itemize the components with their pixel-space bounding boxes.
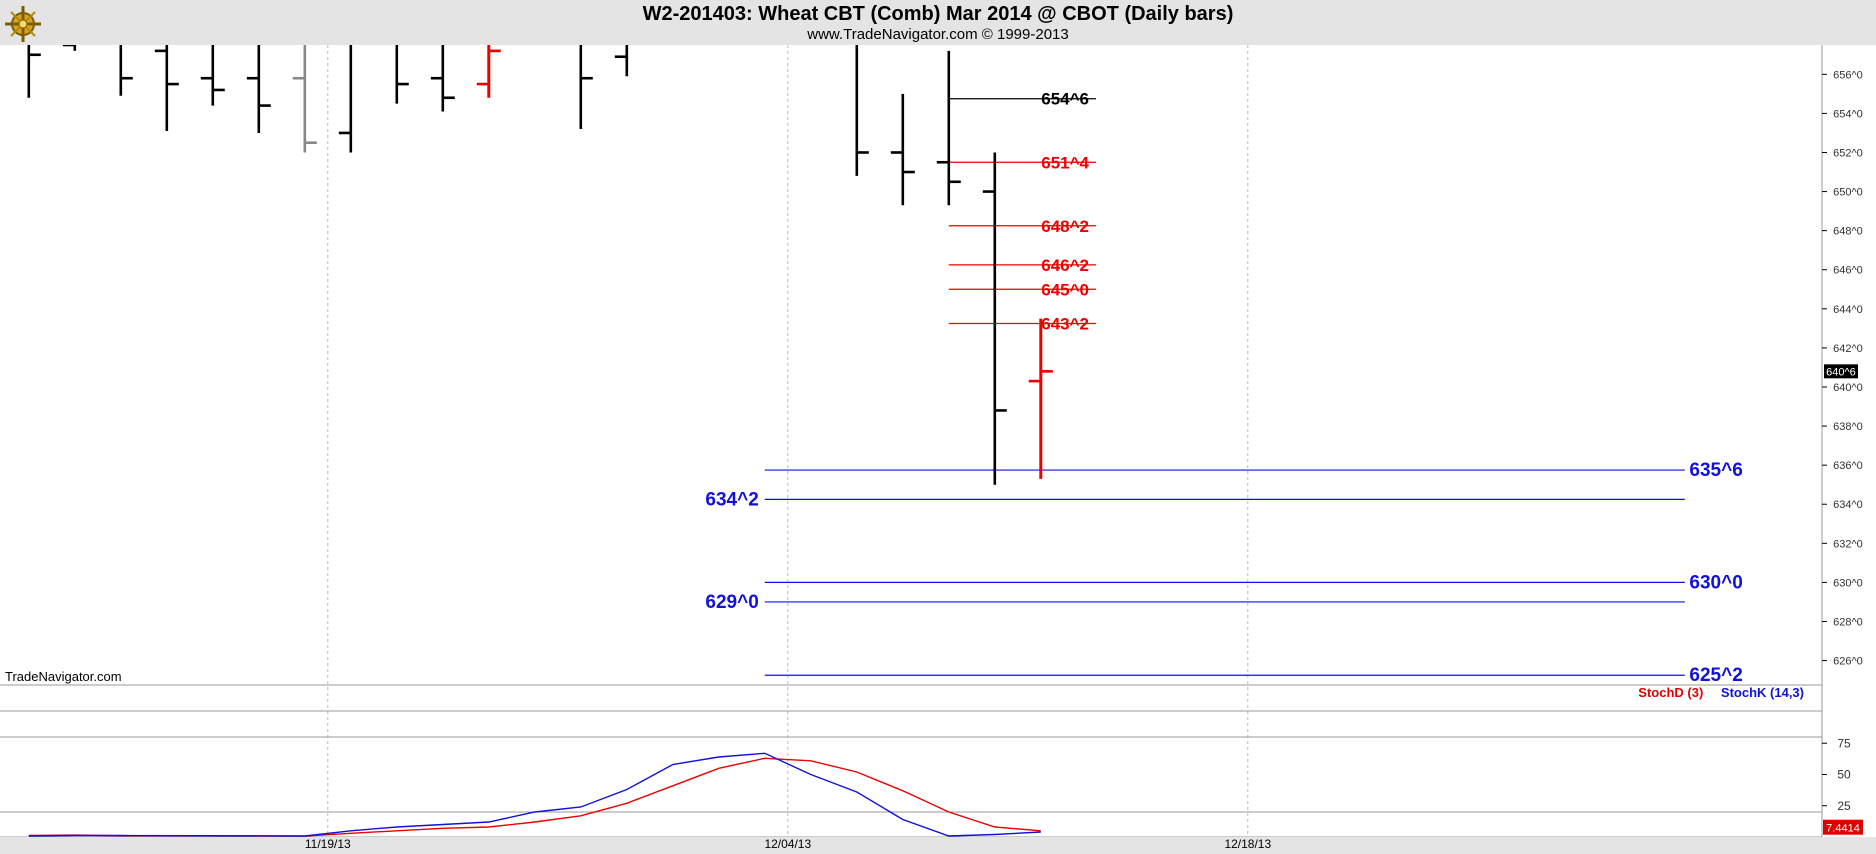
date-tick-label: 12/18/13 <box>1224 837 1271 851</box>
last-price-label: 640^6 <box>1826 366 1856 378</box>
price-level-label: 654^6 <box>1041 90 1089 109</box>
stoch-tick-label: 75 <box>1837 736 1851 750</box>
chart-header: W2-201403: Wheat CBT (Comb) Mar 2014 @ C… <box>0 0 1876 45</box>
price-tick-label: 642^0 <box>1833 343 1863 355</box>
chart-title: W2-201403: Wheat CBT (Comb) Mar 2014 @ C… <box>642 3 1234 25</box>
ohlc-bars <box>27 45 1053 485</box>
price-tick-label: 630^0 <box>1833 577 1863 589</box>
price-tick-label: 654^0 <box>1833 108 1863 120</box>
price-tick-label: 636^0 <box>1833 460 1863 472</box>
price-level-label: 625^2 <box>1689 665 1742 686</box>
price-tick-label: 640^0 <box>1833 382 1863 394</box>
price-tick-label: 646^0 <box>1833 265 1863 277</box>
price-tick-label: 632^0 <box>1833 538 1863 550</box>
price-panel <box>0 45 1822 685</box>
price-level-label: 635^6 <box>1689 460 1742 481</box>
price-level-label: 646^2 <box>1041 256 1089 275</box>
price-tick-label: 644^0 <box>1833 304 1863 316</box>
date-tick-label: 11/19/13 <box>305 837 351 851</box>
stoch-series-line <box>28 752 1041 837</box>
indicator-legend: StochD (3) StochK (14,3) <box>1638 685 1804 700</box>
price-level-label: 648^2 <box>1041 217 1089 236</box>
price-tick-label: 656^0 <box>1833 69 1863 81</box>
watermark-text: TradeNavigator.com <box>5 669 122 684</box>
date-tick-label: 12/04/13 <box>764 837 811 851</box>
stoch-tick-label: 50 <box>1837 768 1851 782</box>
price-tick-label: 650^0 <box>1833 187 1863 199</box>
price-level-label: 634^2 <box>705 489 758 510</box>
stoch-tick-label: 25 <box>1837 799 1851 813</box>
date-axis-strip <box>0 837 1876 854</box>
price-tick-label: 634^0 <box>1833 499 1863 511</box>
stoch-last-value-label: 7.4414 <box>1826 823 1860 835</box>
price-level-label: 629^0 <box>705 592 758 613</box>
price-tick-label: 648^0 <box>1833 226 1863 238</box>
price-level-label: 645^0 <box>1041 280 1089 299</box>
legend-stoch-d: StochD (3) <box>1638 685 1704 700</box>
price-tick-label: 638^0 <box>1833 421 1863 433</box>
stoch-last-value-badge <box>1823 819 1863 835</box>
price-level-label: 651^4 <box>1041 153 1089 172</box>
price-level-label: 630^0 <box>1689 572 1742 593</box>
last-price-badge <box>1824 364 1858 379</box>
price-level-label: 643^2 <box>1041 314 1089 333</box>
price-tick-label: 652^0 <box>1833 147 1863 159</box>
chart-subtitle: www.TradeNavigator.com © 1999-2013 <box>807 26 1069 43</box>
stoch-series-line <box>28 757 1041 837</box>
legend-stoch-k: StochK (14,3) <box>1720 685 1804 700</box>
price-tick-label: 626^0 <box>1833 656 1863 668</box>
tradenavigator-logo-icon <box>2 2 44 44</box>
price-tick-label: 628^0 <box>1833 616 1863 628</box>
